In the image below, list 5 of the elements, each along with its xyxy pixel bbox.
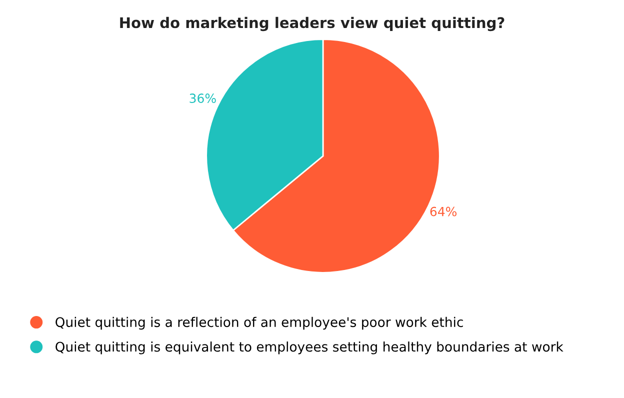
data-label: 36% bbox=[190, 94, 216, 104]
data-label: 64% bbox=[430, 206, 457, 216]
legend-label: Quiet quitting is a reflection of an employee's poor work ethic bbox=[56, 316, 463, 330]
chart-title: How do marketing leaders view quiet quitting? bbox=[120, 16, 504, 32]
legend-label: Quiet quitting is equivalent to employees setting healthy boundaries at work bbox=[56, 342, 564, 354]
